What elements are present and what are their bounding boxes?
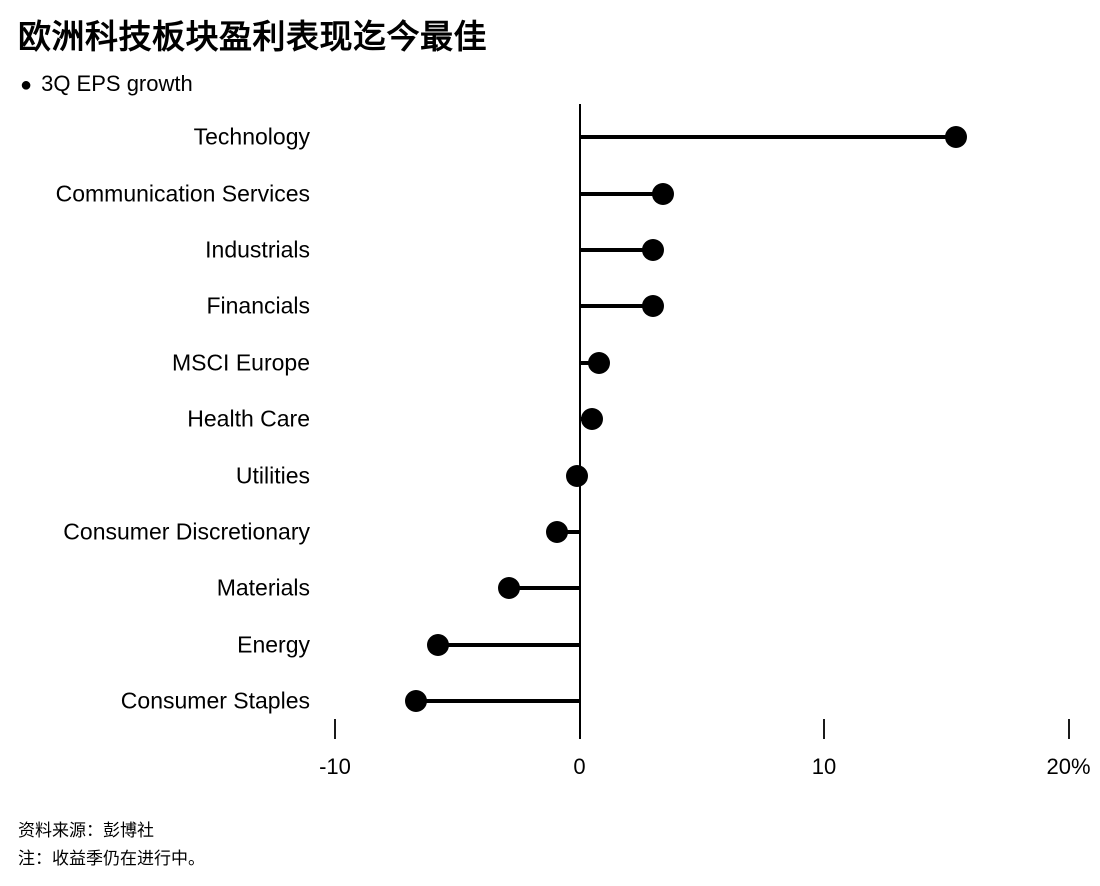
category-label-communication-services: Communication Services: [55, 180, 310, 207]
lollipop-dot-communication-services: [651, 182, 674, 205]
note-line: 注：收益季仍在进行中。: [18, 849, 205, 868]
lollipop-stem-consumer-discretionary: [557, 530, 580, 534]
x-tick: [823, 719, 825, 739]
footer: 资料来源：彭博社 注：收益季仍在进行中。: [18, 817, 205, 873]
legend: ● 3Q EPS growth: [20, 71, 193, 97]
lollipop-dot-energy: [426, 633, 449, 656]
lollipop-dot-utilities: [566, 464, 589, 487]
lollipop-stem-materials: [508, 586, 580, 591]
x-tick-label: 10: [811, 754, 837, 779]
x-tick-label: -10: [319, 754, 351, 779]
x-tick: [1067, 719, 1070, 739]
lollipop-dot-consumer-staples: [404, 690, 427, 713]
lollipop-dot-materials: [497, 577, 520, 600]
category-label-energy: Energy: [237, 631, 310, 658]
category-label-health-care: Health Care: [187, 405, 310, 432]
lollipop-dot-financials: [641, 295, 664, 318]
lollipop-stem-communication-services: [579, 191, 663, 196]
lollipop-dot-industrials: [641, 239, 664, 261]
category-label-msci-europe: MSCI Europe: [171, 349, 310, 376]
legend-series-dot-icon: ●: [20, 74, 33, 96]
category-label-industrials: Industrials: [205, 236, 310, 263]
lollipop-dot-consumer-discretionary: [546, 521, 569, 543]
x-axis-zero-line: [578, 104, 581, 739]
x-tick-label: 20%: [1046, 754, 1091, 779]
category-label-utilities: Utilities: [235, 462, 310, 489]
chart-title: 欧洲科技板块盈利表现迄今最佳: [18, 18, 487, 55]
lollipop-dot-msci-europe: [588, 351, 611, 374]
category-label-consumer-staples: Consumer Staples: [120, 687, 310, 714]
x-tick: [334, 719, 336, 739]
category-label-financials: Financials: [206, 292, 310, 319]
lollipop-dot-health-care: [580, 408, 603, 431]
lollipop-stem-financials: [579, 304, 653, 309]
category-label-technology: Technology: [193, 123, 310, 150]
legend-series-label: 3Q EPS growth: [41, 71, 193, 96]
plot-area: -10 0 10 20% Technology Communication Service…: [55, 104, 1091, 779]
lollipop-stem-industrials: [579, 248, 653, 252]
category-label-consumer-discretionary: Consumer Discretionary: [63, 518, 310, 545]
x-tick-label: 0: [573, 754, 586, 779]
lollipop-stem-consumer-staples: [415, 699, 580, 704]
category-label-materials: Materials: [216, 574, 310, 601]
source-line: 资料来源：彭博社: [18, 821, 154, 840]
lollipop-stem-energy: [437, 642, 580, 647]
lollipop-dot-technology: [945, 126, 968, 149]
lollipop-stem-technology: [579, 135, 957, 140]
